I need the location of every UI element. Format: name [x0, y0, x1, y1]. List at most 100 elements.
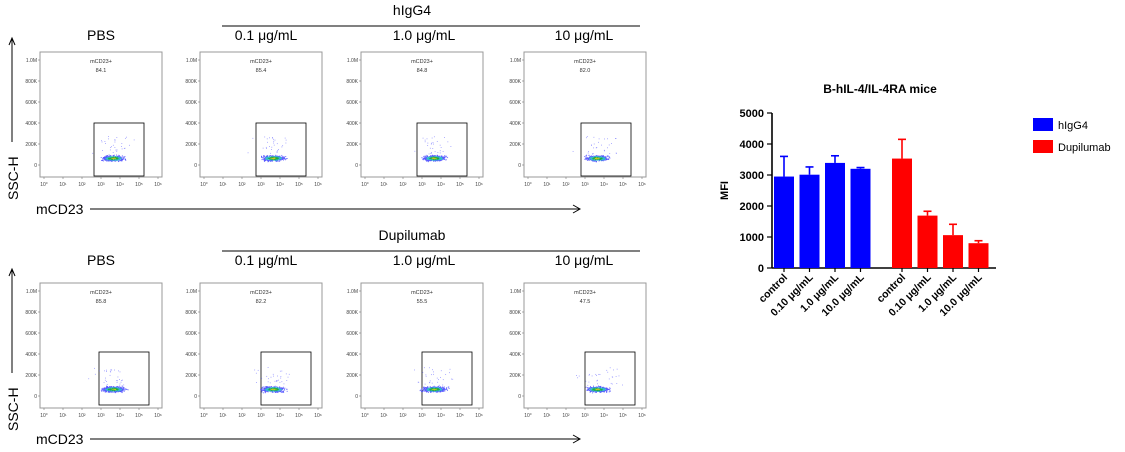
event-dot — [275, 159, 277, 161]
y-tick-label: 200K — [346, 373, 358, 379]
event-dot — [114, 391, 116, 393]
event-dot — [446, 389, 448, 390]
group-label: hIgG4 — [393, 2, 431, 18]
event-dot — [282, 390, 284, 392]
event-dot — [113, 388, 115, 390]
event-dot — [121, 389, 123, 391]
event-dot — [433, 160, 435, 162]
event-dot — [276, 157, 278, 159]
event-dot — [125, 158, 126, 160]
x-tick-label: 10³ — [97, 413, 105, 419]
x-tick-label: 10⁶ — [475, 182, 483, 188]
event-dot — [596, 374, 597, 376]
gate-label: mCD23+ — [574, 59, 596, 65]
event-dot — [600, 389, 602, 391]
event-dot — [277, 159, 279, 161]
event-dot — [426, 157, 428, 159]
event-dot — [116, 391, 118, 392]
x-tick-label: 10⁵ — [619, 182, 627, 188]
event-dot — [427, 142, 429, 144]
event-dot — [280, 156, 282, 158]
event-dot — [419, 389, 421, 391]
event-dot — [123, 390, 125, 392]
event-dot — [273, 159, 275, 161]
event-dot — [104, 158, 106, 159]
event-dot — [110, 388, 112, 390]
event-dot — [599, 391, 601, 393]
event-dot — [271, 388, 273, 390]
event-dot — [266, 158, 268, 160]
event-dot — [428, 388, 430, 390]
event-dot — [107, 389, 109, 391]
event-dot — [592, 390, 594, 392]
event-dot — [115, 149, 117, 151]
event-dot — [591, 158, 593, 160]
event-dot — [431, 142, 433, 144]
event-cloud — [414, 367, 454, 393]
x-tick-label: 10² — [562, 182, 570, 188]
event-dot — [427, 387, 429, 389]
x-tick-label: 10⁶ — [314, 413, 322, 419]
event-dot — [274, 391, 276, 393]
event-dot — [427, 389, 429, 391]
event-dot — [277, 155, 279, 157]
event-dot — [109, 386, 111, 388]
event-dot — [282, 391, 284, 393]
event-dot — [603, 388, 605, 390]
event-dot — [112, 389, 114, 391]
event-dot — [433, 385, 435, 387]
y-tick-label: 0 — [518, 394, 521, 400]
event-dot — [286, 390, 288, 392]
event-dot — [436, 156, 438, 157]
event-cloud — [254, 367, 290, 394]
event-dot — [597, 387, 598, 389]
event-dot — [442, 389, 444, 391]
event-dot — [436, 389, 438, 390]
event-dot — [431, 156, 433, 158]
event-dot — [106, 389, 108, 391]
event-dot — [598, 159, 600, 161]
event-dot — [447, 141, 449, 143]
event-dot — [107, 388, 109, 389]
event-dot — [279, 381, 281, 383]
event-dot — [428, 156, 430, 158]
event-dot — [107, 156, 109, 158]
event-dot — [441, 387, 443, 389]
event-dot — [592, 157, 594, 159]
event-dot — [108, 160, 110, 162]
event-dot — [427, 157, 429, 159]
event-dot — [428, 382, 430, 384]
legend-swatch — [1033, 118, 1053, 131]
event-dot — [276, 386, 278, 388]
event-dot — [587, 157, 589, 159]
event-dot — [612, 376, 614, 378]
x-tick-label: 10⁴ — [276, 413, 284, 419]
event-dot — [438, 158, 439, 159]
event-dot — [599, 158, 600, 160]
event-dot — [608, 144, 610, 146]
event-dot — [607, 155, 609, 157]
event-dot — [596, 386, 598, 388]
event-dot — [107, 389, 109, 390]
event-dot — [106, 159, 108, 161]
gate-value: 84.8 — [417, 68, 428, 74]
event-dot — [438, 388, 439, 390]
event-dot — [113, 386, 115, 388]
event-dot — [264, 160, 266, 162]
event-dot — [118, 156, 120, 158]
event-dot — [279, 156, 281, 158]
event-dot — [124, 158, 126, 160]
event-dot — [280, 389, 282, 391]
event-dot — [424, 158, 426, 160]
event-dot — [591, 389, 593, 391]
event-dot — [427, 386, 429, 388]
event-dot — [425, 387, 427, 388]
event-dot — [425, 389, 427, 391]
event-dot — [598, 138, 600, 140]
event-dot — [424, 141, 426, 143]
event-dot — [114, 160, 115, 162]
event-dot — [274, 160, 276, 162]
event-dot — [425, 388, 427, 390]
event-dot — [426, 388, 428, 390]
